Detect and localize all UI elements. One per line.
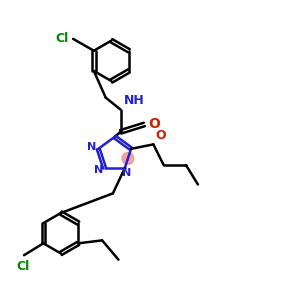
Text: Cl: Cl (55, 32, 69, 45)
Text: N: N (87, 142, 96, 152)
Text: O: O (156, 129, 167, 142)
Text: O: O (148, 117, 160, 131)
Text: NH: NH (124, 94, 145, 107)
Text: Cl: Cl (16, 260, 29, 273)
Circle shape (122, 153, 134, 164)
Text: N: N (122, 169, 131, 178)
Text: N: N (94, 166, 103, 176)
